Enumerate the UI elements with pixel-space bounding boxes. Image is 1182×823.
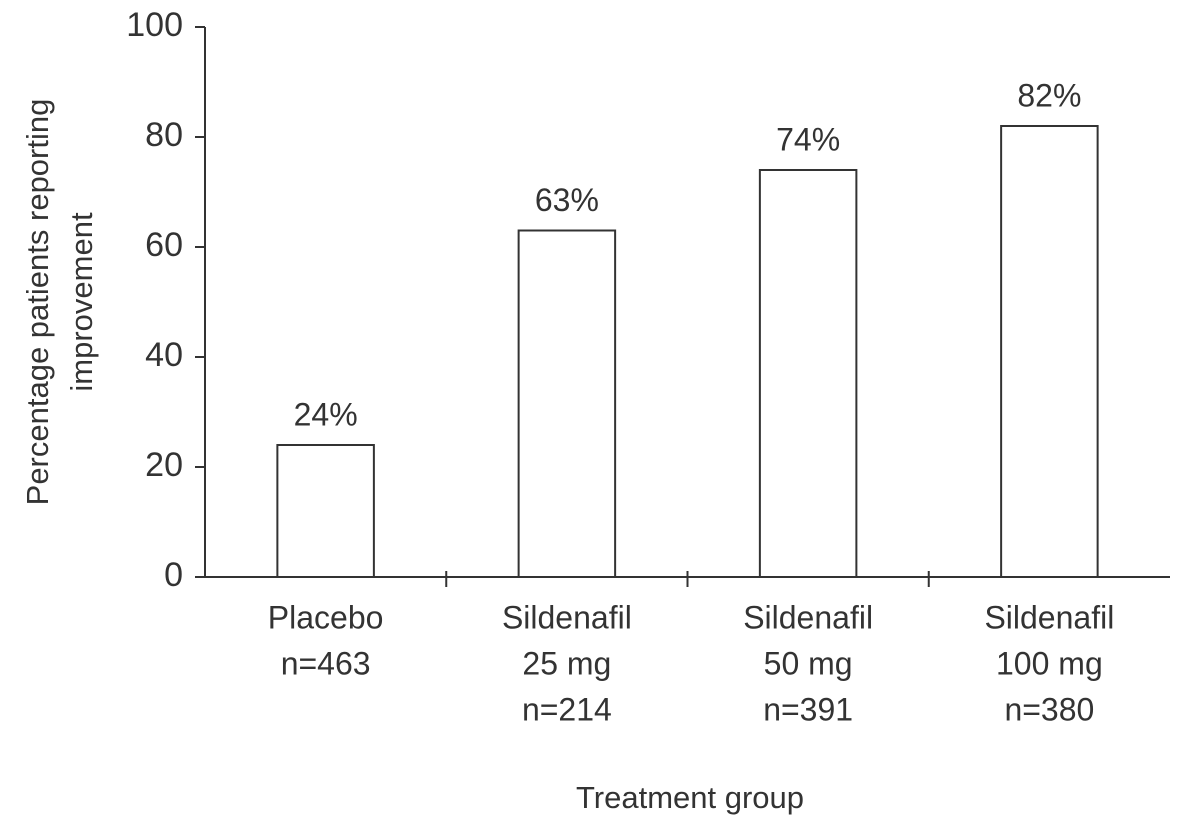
bar xyxy=(517,229,617,578)
y-tick-label: 80 xyxy=(145,116,183,154)
x-tick-label: n=214 xyxy=(522,691,612,727)
bar xyxy=(276,444,375,578)
x-tick-label: n=391 xyxy=(763,691,853,727)
x-tick-label: 50 mg xyxy=(764,645,853,681)
x-tick-label: 100 mg xyxy=(996,645,1103,681)
y-tick-label: 20 xyxy=(145,446,183,484)
y-axis-title-line: improvement xyxy=(64,212,99,392)
x-tick-label: Sildenafil xyxy=(743,599,873,635)
value-label: 82% xyxy=(1017,77,1081,113)
bar xyxy=(1000,125,1099,578)
value-label: 24% xyxy=(294,396,358,432)
x-tick-label: n=463 xyxy=(281,645,371,681)
bar xyxy=(758,169,858,578)
y-tick-label: 60 xyxy=(145,226,183,264)
y-axis-title-line: Percentage patients reporting xyxy=(20,99,55,506)
y-tick-label: 100 xyxy=(126,6,183,44)
y-tick-label: 0 xyxy=(164,556,183,594)
x-tick-label: n=380 xyxy=(1004,691,1094,727)
y-tick-label: 40 xyxy=(145,336,183,374)
x-axis-title: Treatment group xyxy=(576,780,804,815)
x-tick-label: Sildenafil xyxy=(502,599,632,635)
y-axis-title: Percentage patients reporting improvemen… xyxy=(20,99,99,506)
x-tick-label: Sildenafil xyxy=(984,599,1114,635)
x-tick-label: 25 mg xyxy=(522,645,611,681)
value-label: 63% xyxy=(535,182,599,218)
x-tick-label: Placebo xyxy=(268,599,384,635)
value-label: 74% xyxy=(776,121,840,157)
